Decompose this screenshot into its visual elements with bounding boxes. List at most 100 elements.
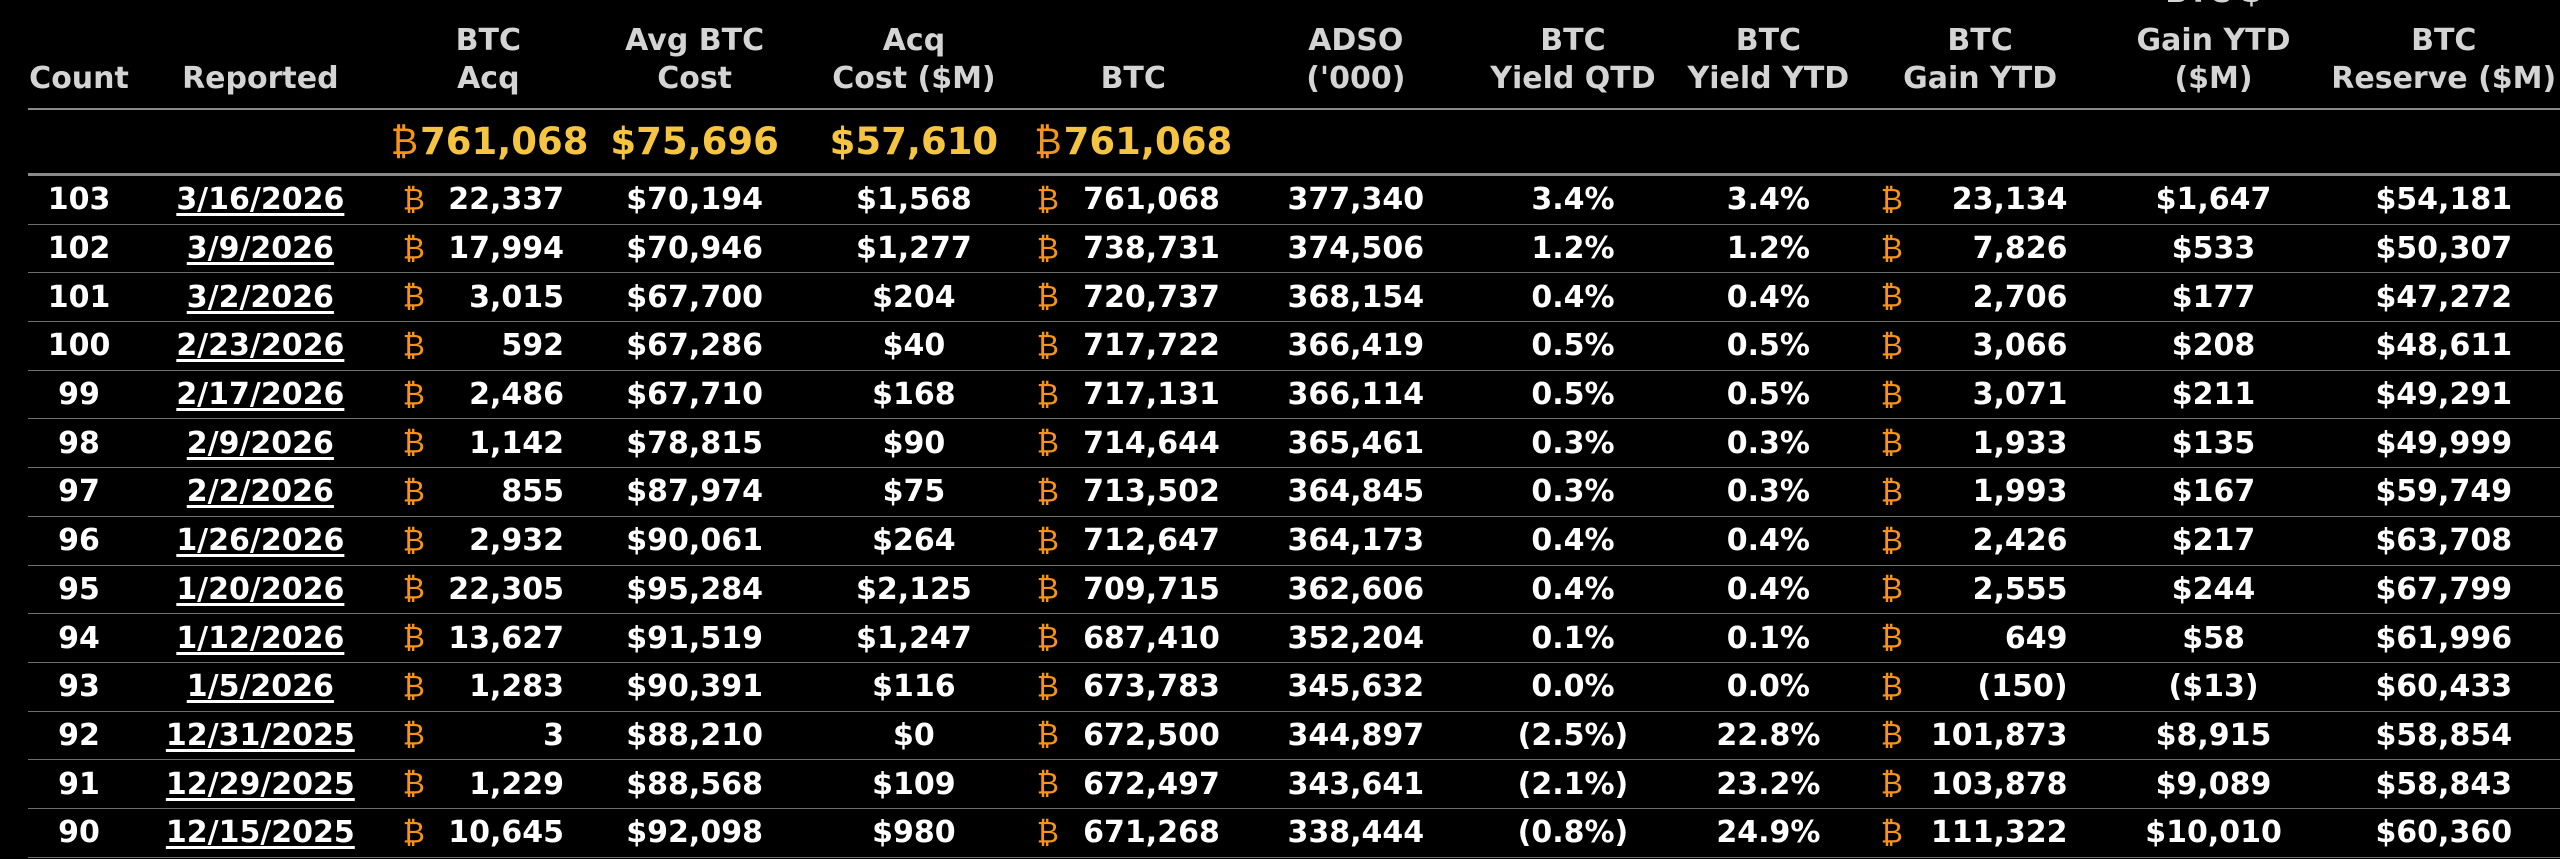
cell-yield-qtd: (0.8%) <box>1469 808 1677 858</box>
cell-gain-usd: $58 <box>2099 613 2328 663</box>
cell-gain-ytd: ₿ 103,878 <box>1860 759 2100 809</box>
cell-btc-acq: ₿ 1,142 <box>390 418 587 469</box>
table-row: 90 12/15/2025 ₿ 10,645 $92,098 $980 ₿ 671,268 33… <box>28 808 2560 858</box>
bitcoin-icon: ₿ <box>1880 231 1903 267</box>
bitcoin-icon: ₿ <box>1036 523 1059 559</box>
header-btc-acq[interactable]: BTC Acq <box>390 0 587 110</box>
header-adso[interactable]: ADSO ('000) <box>1241 0 1470 110</box>
header-btc-reserve[interactable]: BTC Reserve ($M) <box>2327 0 2560 110</box>
btc-amount: 1,993 <box>1972 474 2068 510</box>
reported-date-link[interactable]: 2/2/2026 <box>186 474 334 510</box>
cell-count: 103 <box>28 174 131 225</box>
cell-gain-ytd: ₿ 2,555 <box>1860 565 2100 615</box>
cell-adso: 374,506 <box>1241 224 1470 274</box>
bitcoin-icon: ₿ <box>1036 620 1059 656</box>
cell-yield-ytd: 3.4% <box>1676 174 1861 225</box>
cell-gain-ytd: ₿ 3,071 <box>1860 370 2100 420</box>
bitcoin-icon: ₿ <box>1036 717 1059 753</box>
header-acq-cost[interactable]: Acq Cost ($M) <box>803 0 1025 110</box>
cell-count: 96 <box>28 516 131 566</box>
cell-gain-ytd: ₿ 7,826 <box>1860 224 2100 274</box>
btc-amount: 761,068 <box>1083 182 1220 218</box>
cell-reserve: $49,999 <box>2327 418 2560 469</box>
btc-amount: 672,500 <box>1083 717 1220 753</box>
cell-acq-cost: $75 <box>803 467 1025 517</box>
cell-avg-cost: $67,710 <box>586 370 804 420</box>
cell-gain-ytd: ₿ 1,933 <box>1860 418 2100 469</box>
cell-acq-cost: $0 <box>803 711 1025 761</box>
cell-avg-cost: $88,210 <box>586 711 804 761</box>
cell-count: 102 <box>28 224 131 274</box>
btc-amount: 649 <box>2004 620 2068 656</box>
cell-reported: 3/16/2026 <box>130 174 391 225</box>
cell-adso: 366,114 <box>1241 370 1470 420</box>
bitcoin-icon: ₿ <box>1880 571 1903 607</box>
header-btc[interactable]: BTC <box>1024 0 1242 110</box>
cell-adso: 368,154 <box>1241 272 1470 323</box>
cell-btc: ₿ 713,502 <box>1024 467 1242 517</box>
bitcoin-icon: ₿ <box>1036 377 1059 413</box>
cell-reserve: $58,854 <box>2327 711 2560 761</box>
btc-amount: 714,644 <box>1083 425 1220 461</box>
reported-date-link[interactable]: 2/23/2026 <box>176 328 345 364</box>
bitcoin-icon: ₿ <box>402 182 425 218</box>
btc-amount: 101,873 <box>1930 717 2068 753</box>
bitcoin-icon: ₿ <box>1880 182 1903 218</box>
cell-yield-qtd: 0.3% <box>1469 467 1677 517</box>
reported-date-link[interactable]: 1/5/2026 <box>186 669 334 705</box>
cell-reserve: $50,307 <box>2327 224 2560 274</box>
header-reported[interactable]: Reported <box>130 0 391 110</box>
cell-btc-acq: ₿ 3,015 <box>390 272 587 323</box>
reported-date-link[interactable]: 2/9/2026 <box>186 425 334 461</box>
cell-count: 101 <box>28 272 131 323</box>
reported-date-link[interactable]: 12/15/2025 <box>165 815 355 851</box>
table-row: 102 3/9/2026 ₿ 17,994 $70,946 $1,277 ₿ 738,731 3… <box>28 224 2560 274</box>
cell-reported: 3/2/2026 <box>130 272 391 323</box>
table-row: 95 1/20/2026 ₿ 22,305 $95,284 $2,125 ₿ 709,715 3… <box>28 565 2560 615</box>
header-btc-gain-ytd[interactable]: BTC Gain YTD <box>1860 0 2100 110</box>
btc-amount: 713,502 <box>1083 474 1220 510</box>
cell-btc: ₿ 687,410 <box>1024 613 1242 663</box>
cell-btc-acq: ₿ 22,305 <box>390 565 587 615</box>
reported-date-link[interactable]: 3/2/2026 <box>186 279 334 315</box>
cell-acq-cost: $40 <box>803 321 1025 371</box>
cell-gain-usd: $244 <box>2099 565 2328 615</box>
header-btc-usd-gain-ytd[interactable]: BTC $ Gain YTD ($M) <box>2099 0 2328 110</box>
cell-acq-cost: $2,125 <box>803 565 1025 615</box>
cell-reported: 2/23/2026 <box>130 321 391 371</box>
cell-gain-usd: $177 <box>2099 272 2328 323</box>
cell-count: 91 <box>28 759 131 809</box>
btc-amount: 103,878 <box>1930 766 2068 802</box>
table-row: 103 3/16/2026 ₿ 22,337 $70,194 $1,568 ₿ 761,068… <box>28 174 2560 225</box>
bitcoin-icon: ₿ <box>1880 474 1903 510</box>
totals-reported <box>130 109 391 176</box>
header-avg-btc-cost[interactable]: Avg BTC Cost <box>586 0 804 110</box>
bitcoin-icon: ₿ <box>1036 328 1059 364</box>
bitcoin-icon: ₿ <box>1880 815 1903 851</box>
cell-yield-qtd: 1.2% <box>1469 224 1677 274</box>
reported-date-link[interactable]: 2/17/2026 <box>176 377 345 413</box>
btc-purchases-table: Count Reported BTC Acq Avg BTC Cost Acq … <box>28 0 2560 858</box>
reported-date-link[interactable]: 12/29/2025 <box>165 766 355 802</box>
cell-avg-cost: $70,946 <box>586 224 804 274</box>
reported-date-link[interactable]: 12/31/2025 <box>165 717 355 753</box>
table-row: 97 2/2/2026 ₿ 855 $87,974 $75 ₿ 713,502 364,845 0… <box>28 467 2560 517</box>
cell-reserve: $63,708 <box>2327 516 2560 566</box>
cell-gain-ytd: ₿ (150) <box>1860 662 2100 712</box>
header-count[interactable]: Count <box>28 0 131 110</box>
header-btc-yield-ytd[interactable]: BTC Yield YTD <box>1676 0 1861 110</box>
reported-date-link[interactable]: 1/12/2026 <box>176 620 345 656</box>
cell-reported: 12/31/2025 <box>130 711 391 761</box>
reported-date-link[interactable]: 1/26/2026 <box>176 523 345 559</box>
cell-gain-ytd: ₿ 3,066 <box>1860 321 2100 371</box>
bitcoin-icon: ₿ <box>1880 279 1903 315</box>
totals-empty <box>1860 109 2100 176</box>
reported-date-link[interactable]: 3/16/2026 <box>176 182 345 218</box>
cell-adso: 364,173 <box>1241 516 1470 566</box>
cell-reserve: $48,611 <box>2327 321 2560 371</box>
reported-date-link[interactable]: 1/20/2026 <box>176 571 345 607</box>
reported-date-link[interactable]: 3/9/2026 <box>186 231 334 267</box>
header-btc-yield-qtd[interactable]: BTC Yield QTD <box>1469 0 1677 110</box>
totals-empty <box>1676 109 1861 176</box>
cell-btc: ₿ 709,715 <box>1024 565 1242 615</box>
